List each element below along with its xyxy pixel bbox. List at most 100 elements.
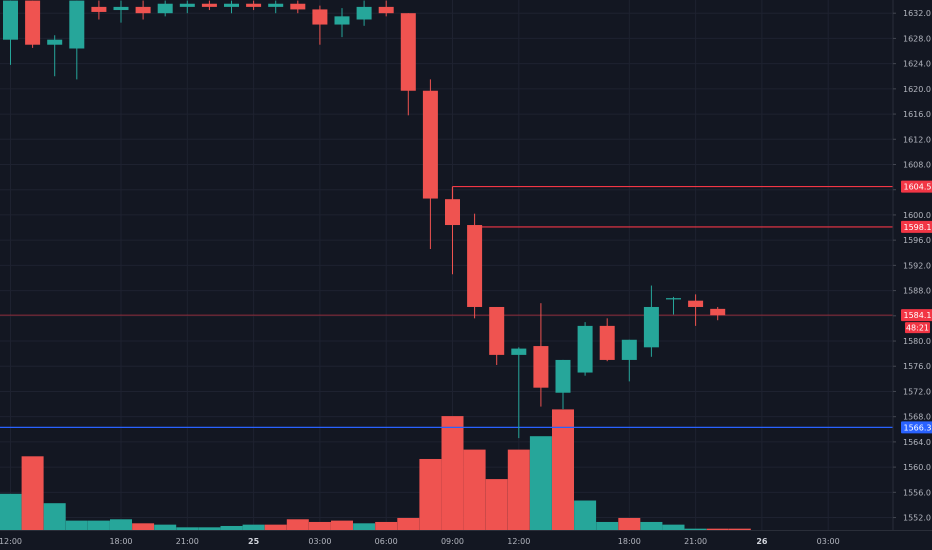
candle-body (356, 6, 372, 20)
candle[interactable] (489, 306, 505, 365)
candle[interactable] (312, 5, 328, 45)
resistance-price-tag-label: 1598.1 (904, 223, 932, 232)
candles[interactable] (3, 0, 726, 439)
candle-body (91, 6, 107, 12)
time-tick-label: 26 (756, 537, 768, 546)
time-axis[interactable]: 12:00 18:00 21:00 25 03:00 06:00 09:00 12:00 18:… (0, 537, 840, 546)
volume-bar (662, 524, 685, 530)
candle[interactable] (113, 0, 129, 23)
candle-body (290, 3, 306, 10)
volume-bar (441, 416, 464, 530)
candle[interactable] (467, 213, 483, 319)
candle[interactable] (25, 0, 41, 48)
resistance-price-tag-label: 1604.5 (904, 183, 932, 192)
volume-bar (529, 436, 552, 530)
candle-body (157, 3, 173, 14)
volume-bar (21, 456, 44, 530)
price-tick-label: 1572.0 (903, 387, 931, 396)
volume-bar (397, 517, 420, 530)
candle[interactable] (290, 0, 306, 14)
candle[interactable] (599, 318, 615, 362)
candle[interactable] (710, 306, 726, 321)
volume-bar (706, 528, 729, 530)
candle-body (400, 13, 416, 91)
volume-bar (728, 528, 751, 530)
candle[interactable] (378, 0, 394, 17)
candle[interactable] (179, 0, 195, 14)
price-tick-label: 1564.0 (903, 438, 931, 447)
time-tick-label: 25 (248, 537, 260, 546)
candle[interactable] (533, 303, 549, 407)
price-tick-label: 1620.0 (903, 85, 931, 94)
candle[interactable] (356, 0, 372, 26)
volume-bar (242, 524, 265, 530)
volume-bar (176, 527, 199, 530)
candle-body (710, 308, 726, 316)
candle-body (179, 3, 195, 7)
candle[interactable] (400, 13, 416, 116)
price-tick-label: 1608.0 (903, 161, 931, 170)
time-tick-label: 18:00 (109, 537, 132, 546)
candle-body (3, 0, 18, 40)
candle[interactable] (445, 186, 460, 275)
price-tick-label: 1568.0 (903, 413, 931, 422)
candle-body (445, 199, 460, 226)
candle[interactable] (224, 0, 239, 14)
candle-body (47, 39, 63, 45)
volume-bar (0, 493, 22, 530)
candle[interactable] (621, 339, 637, 382)
candle-body (467, 225, 483, 307)
volume-bar (154, 524, 177, 530)
candle-body (378, 6, 394, 14)
candle-body (201, 3, 217, 7)
candle[interactable] (666, 296, 681, 315)
candle[interactable] (69, 0, 85, 80)
price-tick-label: 1628.0 (903, 34, 931, 43)
candle-body (599, 325, 615, 360)
candle-body (113, 6, 129, 11)
candle[interactable] (422, 79, 438, 249)
candle-body (135, 6, 151, 14)
candle[interactable] (555, 359, 571, 410)
volume-bar (353, 523, 376, 530)
candle[interactable] (577, 322, 593, 376)
price-tags: 1604.5 1598.1 1566.3 1584.1 48:21 (901, 180, 932, 434)
price-tick-label: 1592.0 (903, 261, 931, 270)
price-tick-label: 1596.0 (903, 236, 931, 245)
time-tick-label: 03:00 (308, 537, 331, 546)
volume-bar (552, 409, 574, 530)
candle[interactable] (268, 0, 284, 14)
candle-body (666, 298, 681, 300)
candle-body (246, 3, 262, 7)
chart-grid (0, 0, 893, 530)
candle[interactable] (688, 294, 704, 326)
candle[interactable] (91, 0, 107, 20)
candle-body (533, 346, 549, 388)
last-price-tag (901, 309, 932, 322)
candle[interactable] (135, 0, 151, 20)
resistance-price-tag (901, 180, 932, 193)
candle[interactable] (3, 0, 18, 65)
horizontal-levels[interactable] (0, 185, 893, 428)
candle-body (511, 348, 527, 355)
candle[interactable] (201, 0, 217, 11)
price-tick-label: 1624.0 (903, 60, 931, 69)
volume-bar (419, 458, 442, 530)
volume-bar (264, 524, 287, 530)
candle[interactable] (511, 347, 527, 439)
candle[interactable] (334, 8, 350, 38)
volume-bar (331, 520, 353, 530)
volume-bar (507, 449, 530, 530)
price-axis[interactable]: 1552.0 1556.0 1560.0 1564.0 1568.0 1572.0 1576… (893, 9, 931, 523)
volume-bar (574, 500, 597, 530)
candle[interactable] (643, 285, 659, 357)
price-tick-label: 1616.0 (903, 110, 931, 119)
candle[interactable] (157, 0, 173, 17)
candle-body (621, 339, 637, 360)
candle[interactable] (47, 35, 63, 77)
candle[interactable] (246, 0, 262, 11)
price-tick-label: 1552.0 (903, 514, 931, 523)
support-price-tag (901, 421, 932, 434)
price-tick-label: 1600.0 (903, 211, 931, 220)
